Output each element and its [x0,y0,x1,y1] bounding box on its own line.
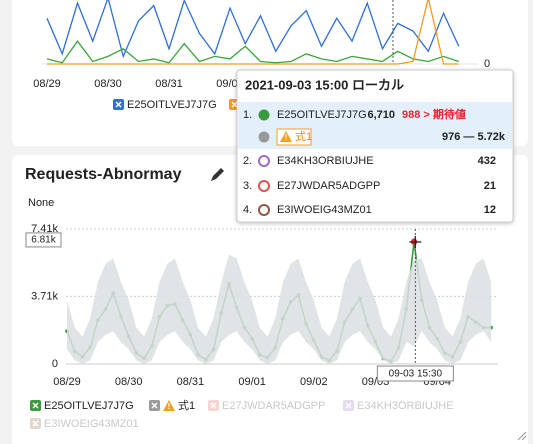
check-x [32,402,39,409]
x-tick-label: 09/01 [238,376,266,388]
tooltip-title: 2021-09-03 15:00 ローカル [245,77,404,92]
row-value: 976 — 5.72k [442,131,506,143]
resize-handle[interactable] [517,431,527,441]
x-tick-label: 08/31 [155,78,183,90]
hover-y-box [25,232,62,248]
series-line [46,40,459,64]
row-name: E34KH3ORBIUJHE [277,155,374,167]
row-value: 432 [478,155,496,167]
row-value: 12 [484,204,496,216]
legend-label: 式1 [178,399,195,412]
row-value: 21 [484,180,496,192]
warning-mark: ! [285,133,288,142]
check-x [345,402,352,409]
row-index: 3. [243,180,252,192]
edit-icon[interactable] [211,168,224,181]
warning-icon [163,400,175,411]
row-index: 1. [243,109,252,121]
cursor [409,236,422,248]
y-tick-label: 0 [484,58,490,70]
check-x [231,101,238,108]
hover-x-label: 09-03 15:30 [389,369,443,380]
y-tick-label: 0 [52,358,58,370]
row-ring [258,180,270,192]
x-tick-label: 08/29 [33,78,61,90]
row-value: 6,710 [367,109,395,121]
legend-label: E27JWDAR5ADGPP [222,400,325,412]
legend-label: E25OITLVEJ7J7G [127,99,217,111]
row-dot [258,109,270,121]
y-unit-label: None [28,197,54,209]
panel-title: Requests-Abnormay [25,166,182,183]
legend-label: E25OITLVEJ7J7G [44,400,134,412]
check-x [32,420,39,427]
row-name: 式1 [295,130,312,143]
y-tick-label: 3.71k [31,290,58,302]
row-name: E27JWDAR5ADGPP [277,180,380,192]
warning-mark: ! [168,402,171,411]
row-anomaly: 988 > 期待値 [402,107,466,121]
row-name: E25OITLVEJ7J7G [277,109,367,121]
row-index: 2. [243,155,252,167]
x-tick-label: 08/31 [177,376,205,388]
tooltip: 2021-09-03 15:00 ローカル 1. E25OITLVEJ7J7G 6,7… [236,69,514,223]
legend-label: E3IWOEIG43MZ01 [44,418,139,430]
row-name: E3IWOEIG43MZ01 [277,204,372,216]
hover-x-box [376,365,454,382]
check-x [115,101,122,108]
warning-icon [280,131,292,142]
check-x [151,402,158,409]
expected-band [67,254,492,364]
check-x [210,402,217,409]
x-tick-label: 08/30 [94,78,122,90]
x-tick-label: 08/29 [53,376,81,388]
y-tick-label: 7.41k [31,223,58,235]
x-tick-label: 09/02 [300,376,328,388]
hover-y-label: 6.81k [31,235,56,246]
row-dot [258,131,270,143]
series-line [47,0,459,65]
x-tick-label: 08/30 [115,376,143,388]
row-ring [258,204,270,216]
series-line [46,0,460,59]
row-index: 4. [243,204,252,216]
row-ring [258,155,270,167]
legend-label: E34KH3ORBIUJHE [357,400,454,412]
